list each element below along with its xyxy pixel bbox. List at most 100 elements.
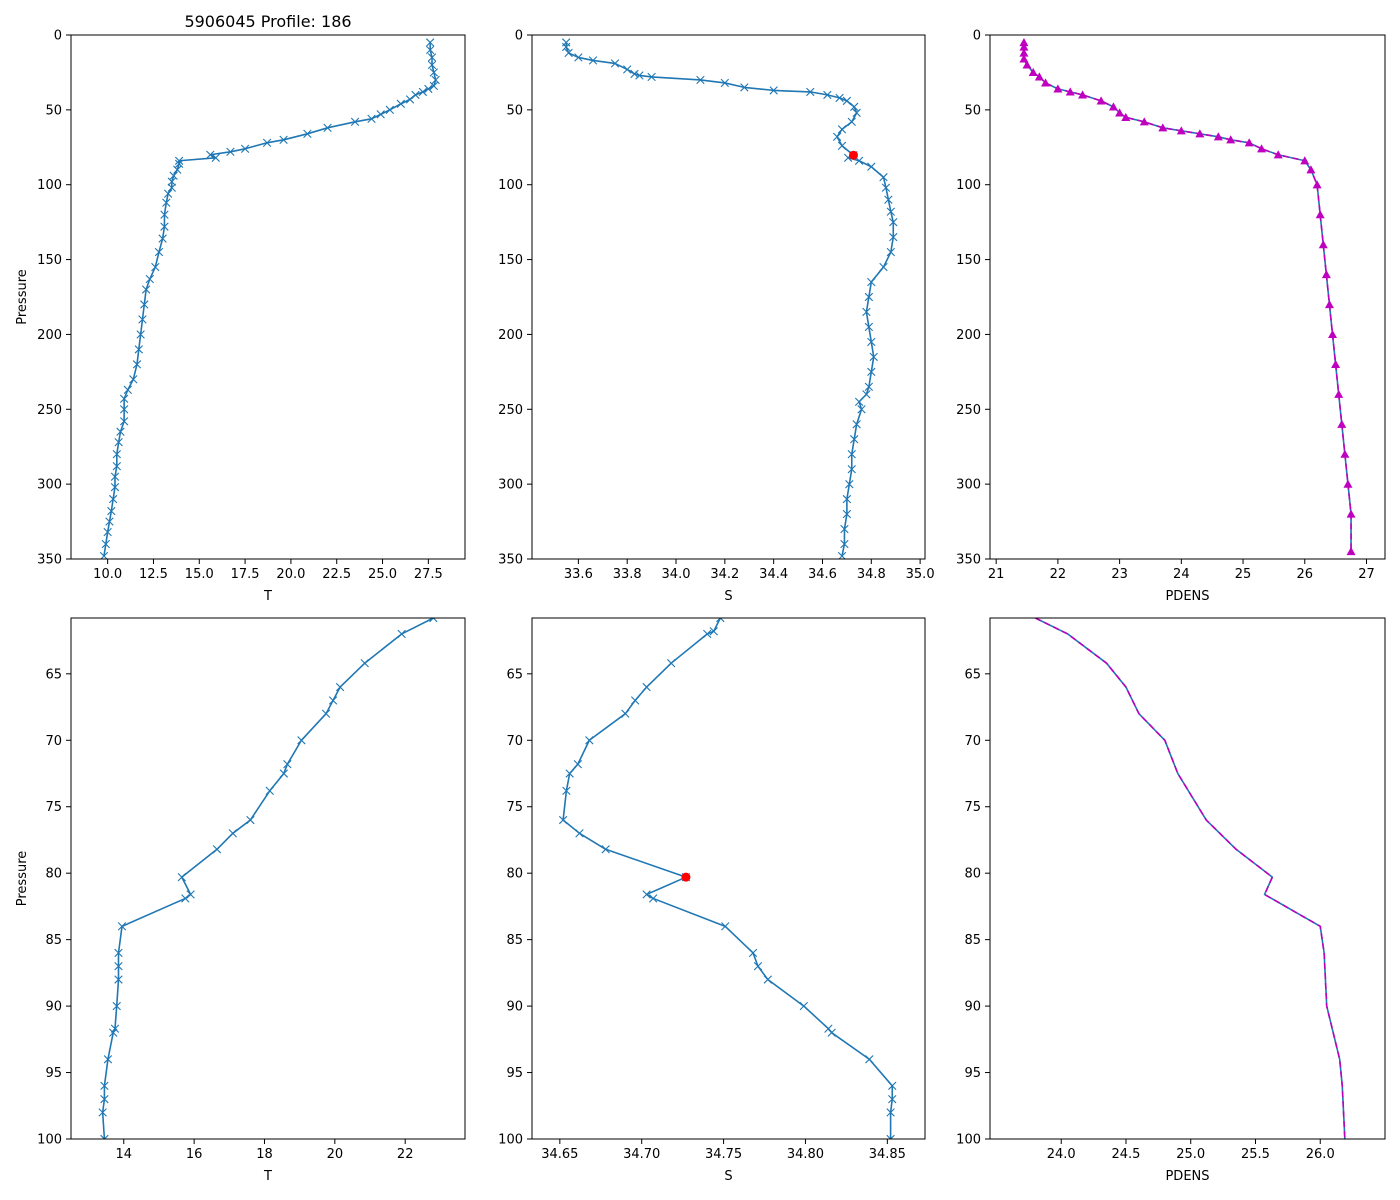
data-point-marker [418, 87, 428, 97]
y-tick-label: 200 [498, 328, 523, 343]
data-point-marker [141, 285, 151, 294]
data-point-marker [842, 494, 852, 504]
data-point-marker [889, 232, 898, 242]
data-point-marker [753, 962, 763, 971]
x-tick-label: 34.80 [787, 1147, 824, 1162]
y-tick-label: 70 [45, 734, 62, 749]
data-point-marker [1158, 123, 1168, 132]
data-point-marker [186, 890, 195, 899]
data-point-marker [110, 482, 120, 492]
data-point-marker [666, 659, 676, 668]
x-tick-label: 21 [988, 567, 1005, 582]
data-point-marker [431, 75, 440, 85]
data-point-marker [328, 696, 338, 705]
data-point-marker [425, 38, 435, 47]
data-point-marker [621, 709, 630, 718]
y-tick-label: 95 [506, 1066, 523, 1081]
y-tick-label: 90 [506, 1000, 523, 1015]
data-point-marker [1334, 389, 1344, 398]
subplot-S-full: 33.6 33.8 34.0 34.2 34.4 34.6 34.8 35.0 0 50 100 15… [498, 29, 934, 605]
data-point-marker [169, 171, 178, 180]
data-point-marker [867, 277, 876, 287]
data-point-marker [174, 159, 184, 168]
y-tick-label: 90 [964, 1000, 981, 1015]
plot-frame [989, 617, 1386, 1140]
y-tick-label: 200 [37, 328, 62, 343]
plot-area [532, 35, 925, 559]
data-point-marker [1318, 240, 1328, 249]
data-point-marker [1306, 165, 1316, 174]
data-point-marker [129, 375, 138, 384]
data-point-marker [558, 815, 568, 825]
y-tick-label: 80 [964, 867, 981, 882]
data-point-marker [1115, 108, 1125, 117]
x-tick-label: 25.0 [1176, 1147, 1205, 1162]
data-point-marker [123, 385, 132, 395]
y-tick-label: 75 [964, 800, 981, 815]
y-tick-label: 70 [506, 734, 523, 749]
data-point-marker [850, 435, 859, 444]
data-point-marker [360, 659, 369, 668]
y-tick-label: 50 [964, 103, 981, 118]
data-point-marker [721, 922, 730, 931]
x-tick-label: 27 [1358, 567, 1375, 582]
data-point-marker [114, 948, 123, 958]
data-point-marker [1019, 37, 1029, 47]
y-tick-label: 95 [45, 1066, 62, 1081]
data-point-marker [177, 872, 187, 882]
data-point-marker [151, 262, 160, 272]
data-layer [558, 618, 897, 1139]
data-point-marker [575, 829, 584, 838]
plot-area [71, 618, 465, 1139]
data-point-marker [424, 84, 433, 94]
data-point-marker [114, 962, 123, 971]
y-tick-label: 250 [956, 403, 981, 418]
y-tick-label: 65 [964, 667, 981, 682]
data-point-marker [847, 117, 856, 127]
data-point-marker [867, 367, 876, 377]
data-point-marker [240, 144, 250, 153]
data-point-marker [1053, 84, 1063, 93]
y-tick-label: 75 [45, 800, 62, 815]
data-point-marker [864, 292, 874, 302]
y-tick-label: 100 [37, 178, 62, 193]
data-point-marker [837, 141, 847, 150]
data-point-marker [864, 322, 874, 332]
plot-frame [531, 617, 926, 1140]
y-tick-label: 100 [498, 178, 523, 193]
data-point-marker [886, 1108, 895, 1117]
data-point-marker [429, 81, 439, 91]
data-point-marker [138, 315, 147, 324]
data-point-marker [117, 922, 127, 931]
data-point-marker [158, 234, 167, 243]
data-point-marker [107, 506, 116, 516]
data-point-marker [1195, 129, 1205, 138]
data-point-marker [181, 894, 190, 903]
data-point-marker [601, 845, 610, 854]
y-tick-label: 100 [956, 1133, 981, 1148]
x-tick-label: 27.5 [414, 567, 443, 582]
data-layer [561, 38, 898, 559]
x-tick-label: 25 [1235, 567, 1252, 582]
data-point-marker [854, 397, 864, 406]
data-point-marker [1328, 329, 1338, 339]
data-point-marker [297, 736, 306, 745]
data-point-marker [246, 815, 255, 825]
data-point-marker [879, 262, 888, 272]
y-tick-label: 50 [45, 103, 62, 118]
x-tick-label: 18 [256, 1147, 273, 1162]
data-point-marker [884, 195, 893, 204]
y-tick-label: 80 [506, 867, 523, 882]
x-tick-label: 22 [397, 1147, 414, 1162]
y-tick-label: 300 [498, 478, 523, 493]
y-tick-label: 85 [964, 933, 981, 948]
data-point-marker [1343, 479, 1353, 488]
data-point-marker [283, 760, 292, 769]
y-tick-label: 85 [506, 933, 523, 948]
data-point-marker [888, 1094, 897, 1104]
x-axis-label: S [724, 1169, 732, 1184]
x-axis-label: PDENS [1165, 589, 1209, 604]
flagged-point [681, 872, 691, 882]
data-point-marker [799, 1001, 809, 1011]
y-tick-label: 70 [964, 734, 981, 749]
